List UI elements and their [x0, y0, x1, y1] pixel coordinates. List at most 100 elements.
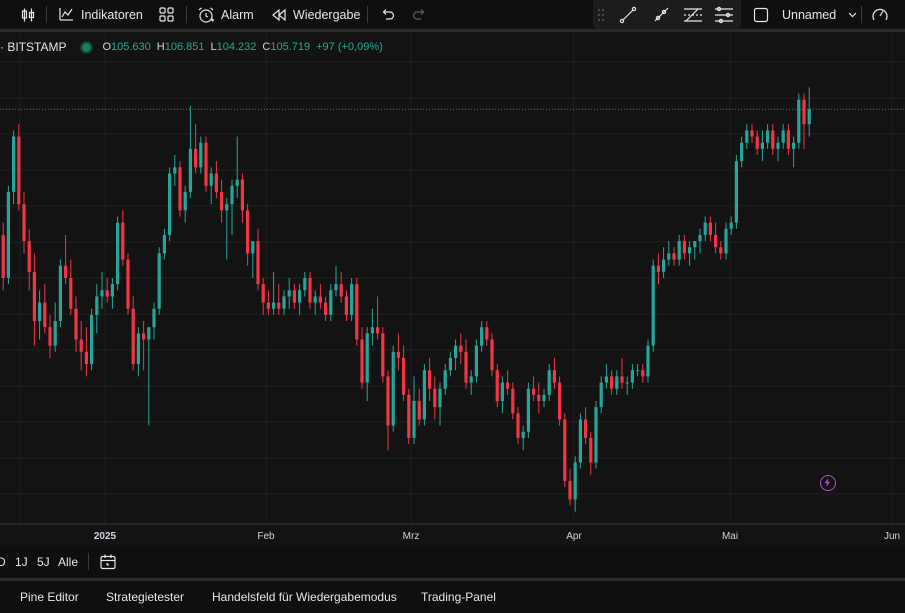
candle	[422, 364, 426, 426]
templates-button[interactable]	[159, 0, 174, 29]
candle	[641, 364, 645, 383]
candle	[526, 382, 530, 438]
candle	[246, 204, 250, 266]
range-item[interactable]: D	[0, 555, 6, 569]
candle	[703, 216, 707, 242]
range-item[interactable]: Alle	[58, 555, 79, 569]
candle	[620, 357, 624, 389]
candle-body	[350, 284, 354, 315]
candle-body	[469, 376, 473, 383]
candle	[370, 308, 374, 346]
candle-body	[594, 407, 598, 463]
candle	[235, 136, 239, 199]
candle-body	[100, 290, 104, 297]
candle	[121, 210, 125, 266]
candle-body	[157, 253, 161, 309]
replay-button[interactable]: Wiedergabe	[271, 0, 360, 29]
candle-body	[448, 357, 452, 371]
quick-search-button[interactable]	[871, 0, 889, 29]
tab-trading-panel[interactable]: Trading-Panel	[421, 590, 496, 604]
candle-body	[500, 382, 504, 401]
candle-body	[381, 333, 385, 377]
candle-body	[797, 99, 801, 143]
indicators-button[interactable]: Indikatoren	[58, 0, 143, 29]
range-bar: D 1J 5J Alle	[0, 546, 905, 578]
candle-body	[682, 241, 686, 254]
candle	[58, 259, 62, 328]
candle-body	[740, 142, 744, 162]
price-chart[interactable]: 2025 Feb Mrz Apr Mai Jun	[0, 32, 905, 546]
change-value: +97 (+0,09%)	[316, 41, 383, 53]
candle	[204, 136, 208, 192]
candle-body	[142, 333, 146, 340]
time-axis-label: 2025	[94, 531, 117, 542]
trend-line-tool[interactable]	[619, 0, 637, 29]
candle	[688, 241, 692, 266]
candle-body	[256, 241, 260, 285]
candle-body	[688, 247, 692, 254]
lightning-button[interactable]	[820, 475, 836, 491]
candle-body	[360, 339, 364, 383]
candle	[417, 388, 421, 426]
candle	[558, 376, 562, 426]
fib-tool[interactable]	[683, 0, 703, 29]
date-range-button[interactable]	[99, 546, 117, 578]
candle-body	[651, 265, 655, 346]
candle-body	[568, 480, 572, 500]
symbol-exchange[interactable]: · BITSTAMP	[0, 40, 67, 54]
candle	[240, 173, 244, 223]
tab-pine-editor[interactable]: Pine Editor	[20, 590, 79, 604]
candle-body	[630, 370, 634, 383]
chart-type-button[interactable]	[20, 0, 36, 29]
candle	[740, 136, 744, 168]
candle	[662, 247, 666, 278]
market-status-dot[interactable]	[82, 42, 92, 52]
tab-strategy-tester[interactable]: Strategietester	[106, 590, 185, 604]
candle-body	[277, 302, 281, 309]
alert-button[interactable]: Alarm	[197, 0, 254, 29]
range-item[interactable]: 5J	[37, 555, 50, 569]
candle	[100, 271, 104, 309]
redo-button[interactable]	[412, 0, 427, 29]
candle-body	[474, 345, 478, 377]
candle	[563, 413, 567, 488]
candle-body	[220, 191, 224, 211]
ray-tool[interactable]	[652, 0, 670, 29]
candle	[412, 376, 416, 445]
layout-menu[interactable]: Unnamed	[753, 0, 857, 29]
candle-body	[246, 210, 250, 254]
candle	[230, 179, 234, 235]
candle-body	[542, 394, 546, 401]
candle	[646, 339, 650, 383]
candle-body	[344, 296, 348, 315]
low-key: L	[210, 41, 217, 53]
candle-body	[578, 419, 582, 463]
candle	[64, 234, 68, 285]
candle-body	[490, 339, 494, 371]
candle-body	[729, 222, 733, 229]
undo-button[interactable]	[380, 0, 395, 29]
candle-body	[786, 130, 790, 149]
candle-body	[136, 333, 140, 365]
drag-handle[interactable]	[597, 0, 605, 29]
candle	[126, 253, 130, 315]
candle	[183, 185, 187, 223]
candle	[147, 327, 151, 426]
candle	[178, 161, 182, 217]
candle	[282, 290, 286, 315]
range-item[interactable]: 1J	[15, 555, 28, 569]
layout-name: Unnamed	[782, 7, 837, 22]
candle	[511, 382, 515, 420]
rewind-icon	[272, 8, 286, 21]
tab-replay-trading[interactable]: Handelsfeld für Wiedergabemodus	[212, 590, 397, 604]
pattern-tool[interactable]	[714, 0, 734, 29]
candle	[90, 308, 94, 371]
candle-body	[370, 327, 374, 334]
candle	[188, 105, 192, 199]
panel-divider[interactable]	[0, 578, 905, 581]
candle-body	[537, 394, 541, 401]
candle-body	[480, 327, 484, 346]
drag-dots-icon	[598, 8, 604, 21]
candle-body	[355, 284, 359, 340]
candle-body	[58, 265, 62, 322]
